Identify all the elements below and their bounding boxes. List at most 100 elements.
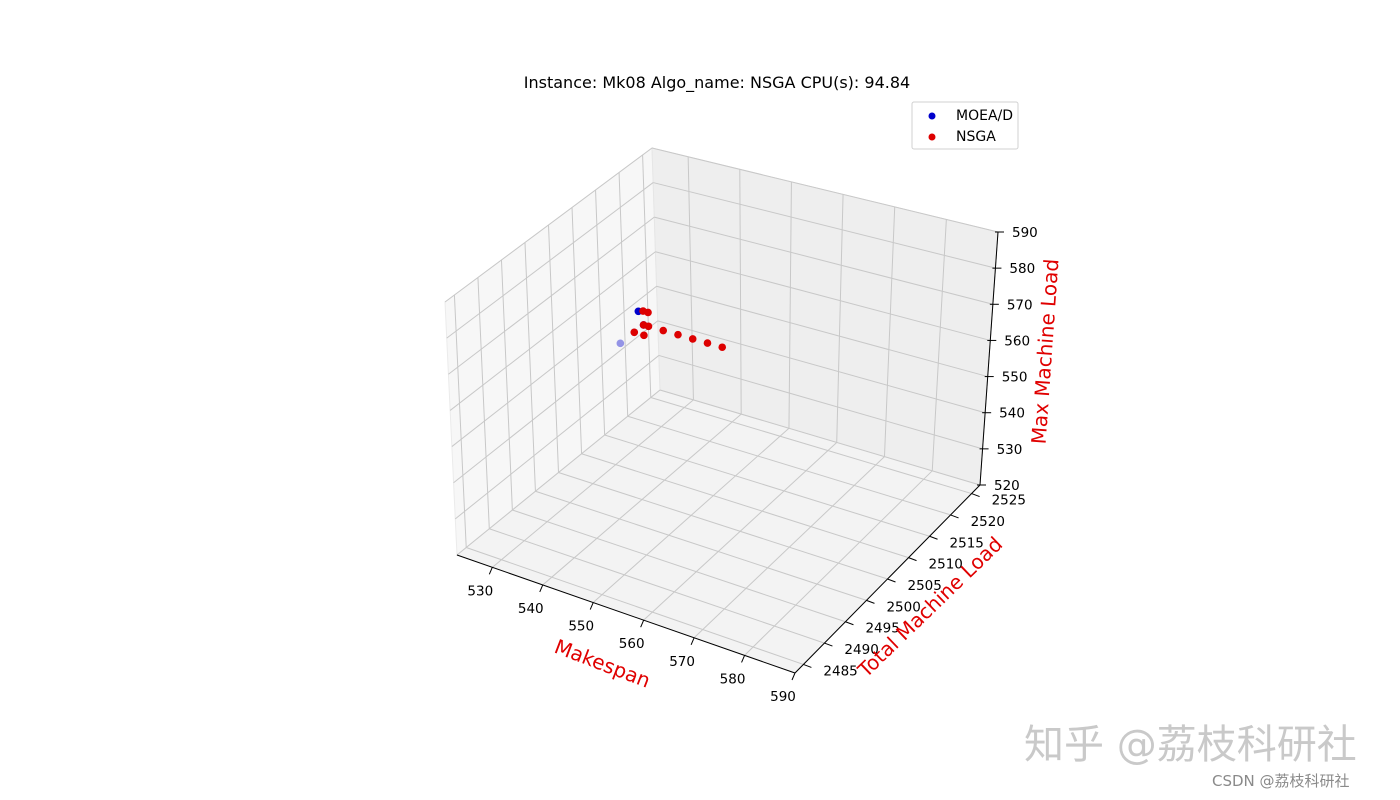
x-tick bbox=[791, 672, 796, 681]
grid-line-x-back bbox=[883, 206, 896, 457]
grid-line-z-back bbox=[659, 389, 981, 486]
data-point-nsga bbox=[630, 328, 639, 337]
z-tick-label: 570 bbox=[1007, 297, 1033, 313]
grid-lines bbox=[444, 147, 999, 674]
grid-line-z-back bbox=[657, 320, 986, 414]
grid-line-z-side bbox=[453, 320, 659, 484]
grid-line-z-side bbox=[449, 251, 656, 411]
z-tick-label: 550 bbox=[1002, 370, 1028, 386]
y-tick-label: 2495 bbox=[865, 621, 899, 637]
grid-line-y-side bbox=[642, 154, 652, 398]
grid-line-y-floor bbox=[650, 397, 972, 495]
y-tick bbox=[824, 642, 833, 647]
grid-line-y-floor bbox=[558, 472, 888, 580]
grid-line-y-floor bbox=[489, 528, 825, 644]
y-tick bbox=[803, 663, 812, 668]
data-point-nsga bbox=[703, 339, 712, 347]
x-tick bbox=[539, 584, 544, 593]
x-tick bbox=[589, 602, 594, 610]
grid-line-y-side bbox=[500, 259, 513, 511]
x-tick bbox=[488, 567, 493, 575]
x-tick-label: 540 bbox=[518, 601, 544, 617]
z-axis-line bbox=[979, 231, 999, 486]
watermark-footer: CSDN @荔枝科研社 bbox=[1212, 772, 1350, 790]
grid-line-z-side bbox=[444, 147, 653, 303]
grid-line-z-back bbox=[655, 251, 991, 341]
x-tick bbox=[741, 655, 746, 663]
y-tick-label: 2500 bbox=[886, 599, 920, 615]
grid-line-y-side bbox=[453, 294, 467, 548]
x-tick bbox=[640, 619, 645, 628]
y-tick bbox=[845, 621, 854, 626]
z-tick-label: 590 bbox=[1012, 225, 1038, 241]
grid-line-x-back bbox=[739, 169, 742, 415]
z-tick-label: 580 bbox=[1009, 261, 1035, 277]
data-point-nsga bbox=[659, 326, 668, 335]
data-point-nsga bbox=[688, 335, 697, 343]
y-tick bbox=[908, 557, 917, 562]
grid-line-x-back bbox=[687, 156, 694, 400]
grid-line-x-back bbox=[788, 181, 792, 429]
tick-labels: 530 540 550 560 570 580 590 2485 2490 2495 2500 250… bbox=[467, 225, 1037, 705]
legend: MOEA/D NSGA bbox=[911, 101, 1019, 150]
x-tick-label: 590 bbox=[770, 689, 796, 705]
data-point-moea-d bbox=[616, 339, 625, 348]
grid-line-y-floor bbox=[627, 415, 951, 516]
grid-line-y-side bbox=[571, 207, 583, 454]
x-tick-label: 550 bbox=[568, 619, 594, 635]
legend-marker-moead bbox=[928, 112, 936, 120]
data-points bbox=[616, 307, 727, 352]
grid-line-z-side bbox=[454, 355, 660, 520]
x-tick-label: 570 bbox=[669, 654, 695, 670]
watermark-main: 知乎 @荔枝科研社 bbox=[1024, 722, 1357, 768]
grid-line-z-side bbox=[456, 389, 661, 556]
grid-line-x-back bbox=[931, 219, 947, 471]
legend-marker-nsga bbox=[928, 133, 936, 141]
grid-line-y-side bbox=[524, 242, 536, 492]
grid-line-y-side bbox=[477, 277, 490, 529]
pane-back bbox=[444, 147, 999, 674]
grid-line-z-back bbox=[658, 354, 983, 450]
z-tick-label: 520 bbox=[994, 478, 1020, 494]
legend-label-moead: MOEA/D bbox=[956, 108, 1013, 124]
data-point-nsga bbox=[674, 330, 682, 339]
y-tick bbox=[866, 599, 875, 604]
y-tick-label: 2520 bbox=[971, 514, 1005, 530]
legend-label-nsga: NSGA bbox=[956, 129, 996, 145]
tick-marks bbox=[488, 231, 1004, 681]
x-tick-label: 560 bbox=[619, 636, 645, 652]
grid-line-z-side bbox=[451, 285, 657, 447]
grid-line-y-floor bbox=[581, 453, 909, 559]
z-tick-label: 560 bbox=[1004, 333, 1030, 349]
grid-line-y-floor bbox=[466, 547, 804, 665]
y-tick bbox=[887, 578, 896, 583]
grid-line-z-side bbox=[446, 182, 654, 339]
data-point-nsga bbox=[718, 343, 727, 352]
grid-line-z-back bbox=[651, 147, 999, 233]
y-tick-label: 2525 bbox=[992, 493, 1026, 509]
grid-line-y-side bbox=[548, 224, 559, 473]
grid-line-z-side bbox=[448, 216, 655, 375]
grid-line-x-back bbox=[836, 194, 844, 443]
y-tick bbox=[929, 535, 938, 540]
grid-line-z-back bbox=[654, 216, 993, 305]
y-tick-label: 2505 bbox=[908, 578, 942, 594]
y-tick bbox=[971, 493, 980, 498]
chart-title: Instance: Mk08 Algo_name: NSGA CPU(s): 9… bbox=[524, 73, 910, 93]
data-point-nsga bbox=[639, 307, 647, 315]
y-tick-label: 2515 bbox=[950, 535, 984, 551]
y-tick-label: 2485 bbox=[823, 663, 857, 679]
data-point-nsga bbox=[640, 331, 648, 340]
grid-line-y-floor bbox=[512, 509, 846, 623]
x-tick-label: 530 bbox=[467, 583, 493, 599]
y-tick bbox=[950, 514, 959, 519]
z-tick-label: 540 bbox=[999, 406, 1025, 422]
z-axis-label: Max Machine Load bbox=[1027, 258, 1064, 445]
x-tick bbox=[690, 637, 695, 645]
grid-line-z-back bbox=[653, 182, 996, 269]
grid-line-z-back bbox=[656, 285, 988, 378]
y-tick-label: 2510 bbox=[929, 557, 963, 573]
legend-box bbox=[911, 101, 1019, 150]
grid-line-y-side bbox=[618, 172, 629, 417]
